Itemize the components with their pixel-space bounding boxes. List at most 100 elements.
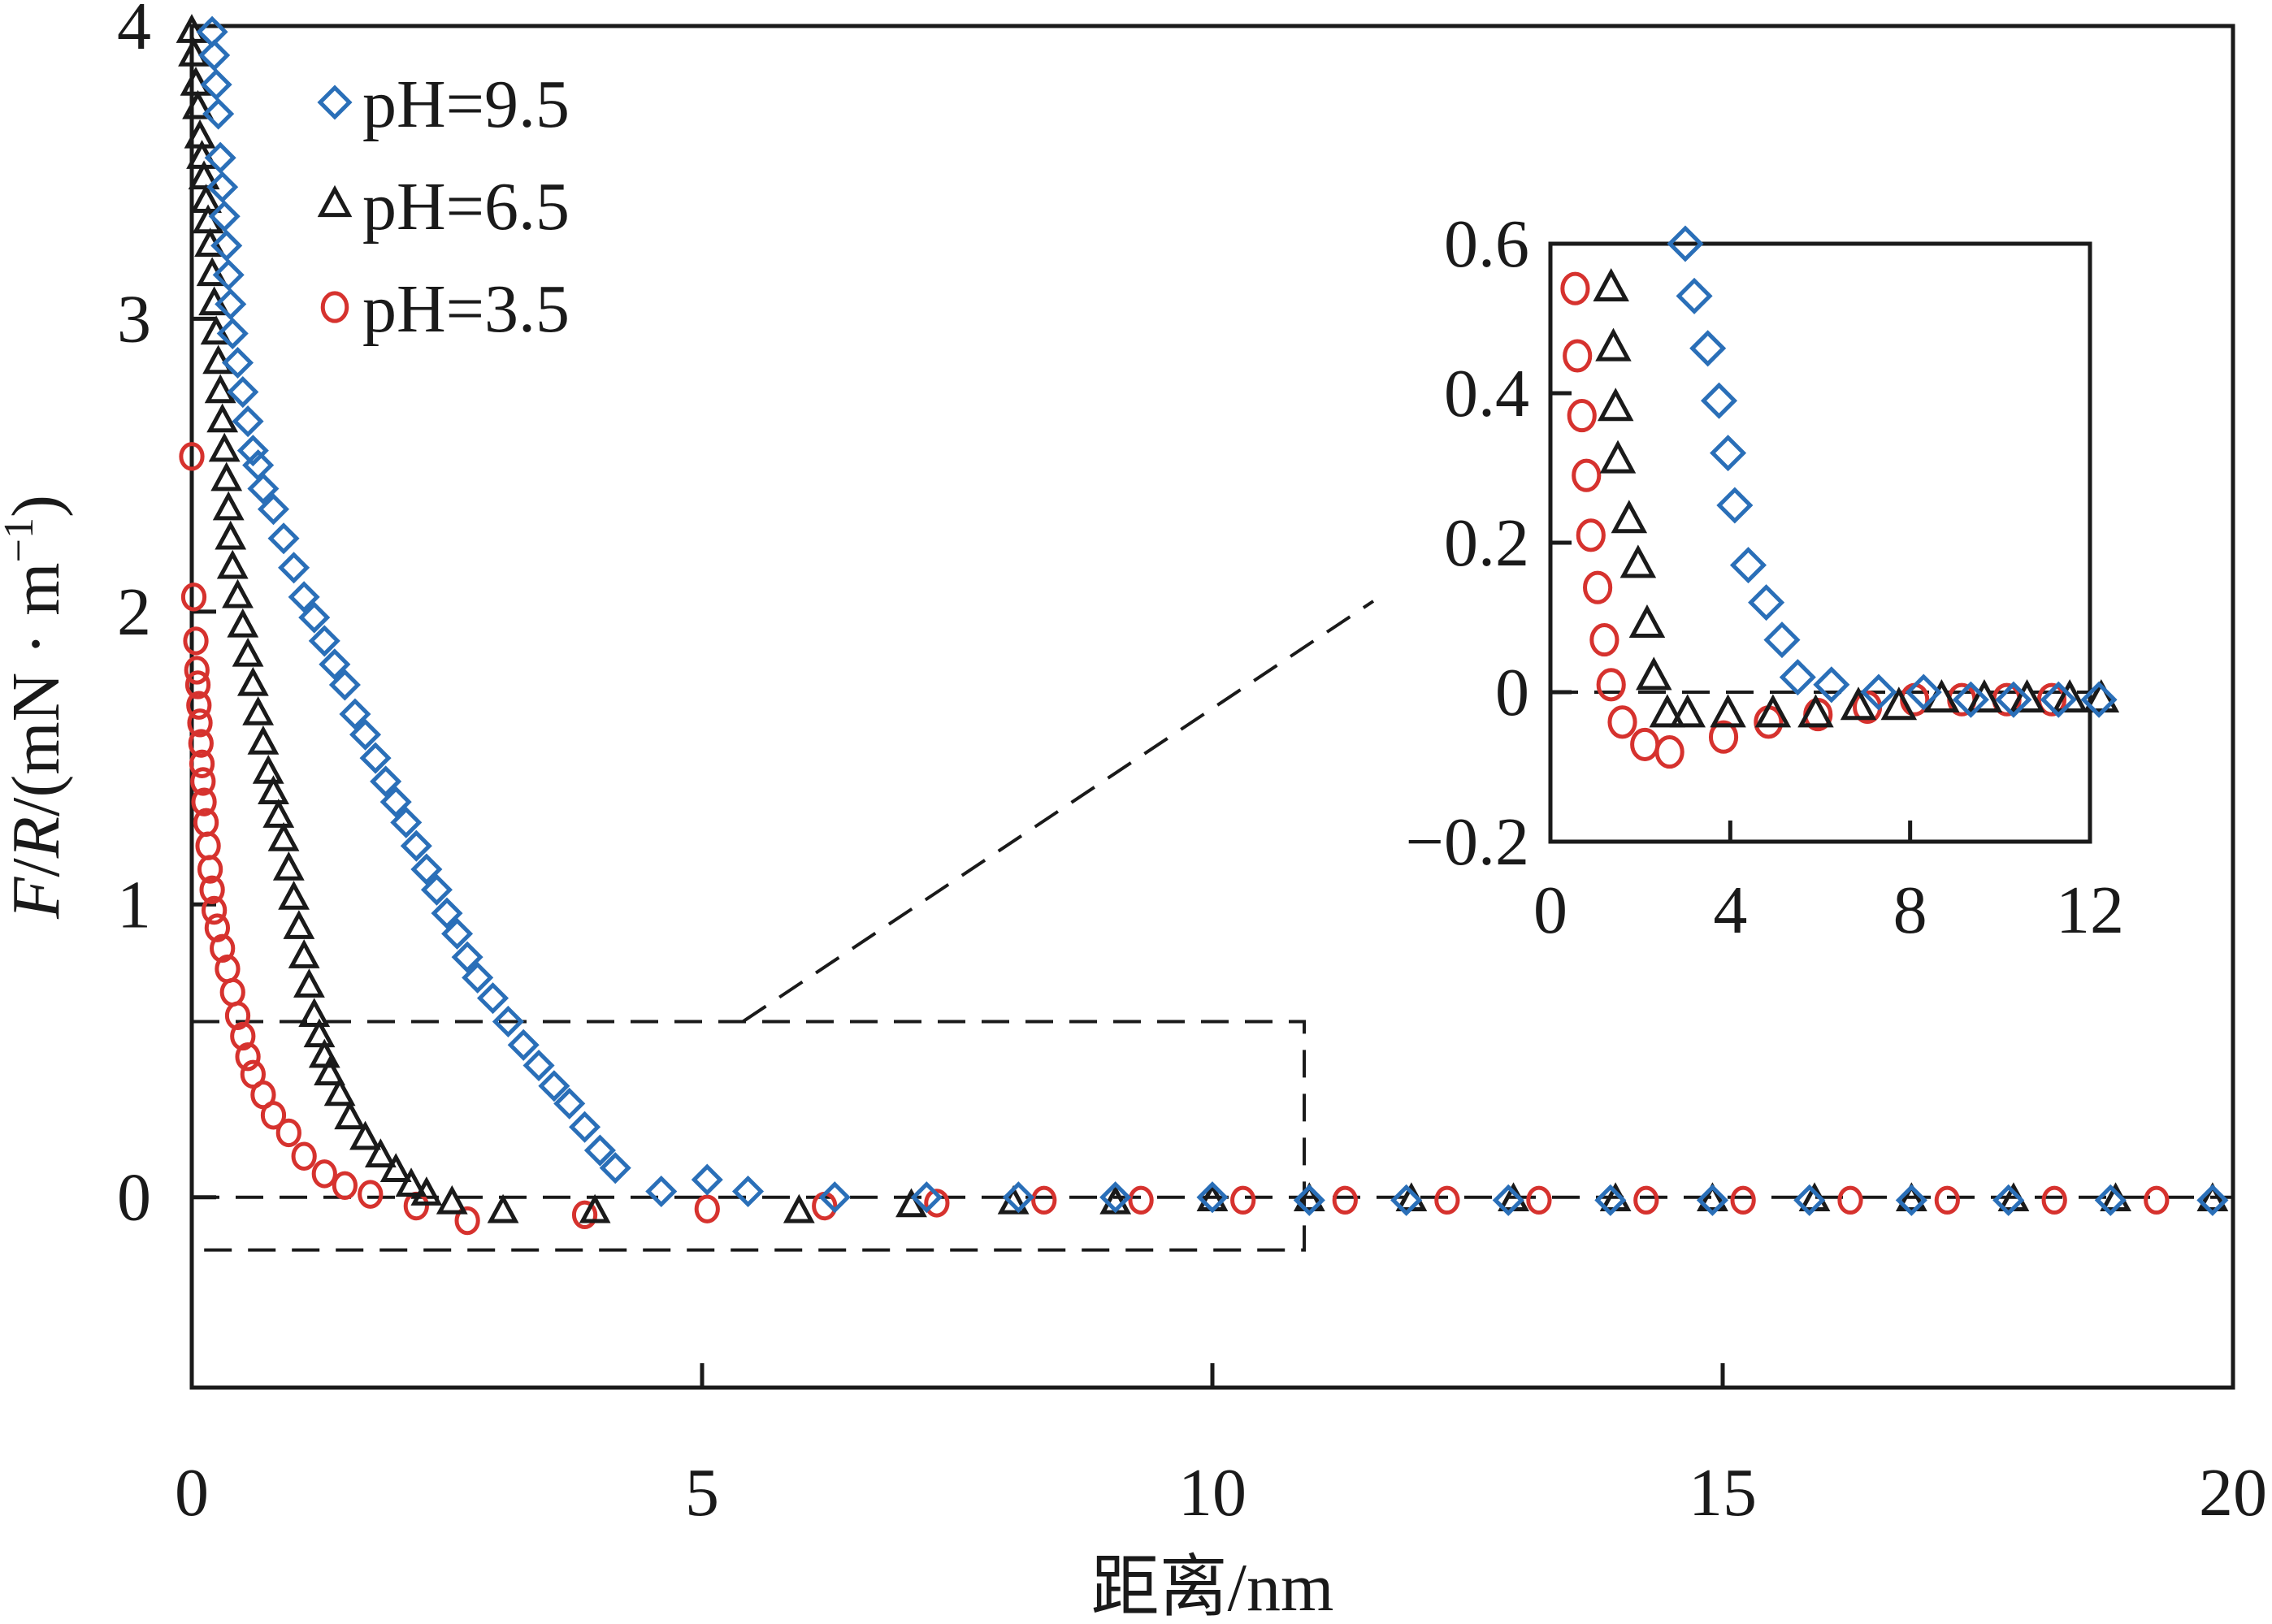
inset-data-point-triangle	[1599, 440, 1637, 474]
y-axis-title-sep: /	[0, 858, 74, 877]
x-tick-label: 5	[685, 1455, 719, 1531]
x-tick-label: 0	[175, 1455, 209, 1531]
data-point-diamond	[204, 141, 236, 174]
data-point-diamond	[339, 698, 371, 730]
data-point-circle	[311, 1159, 337, 1189]
data-point-diamond	[247, 472, 280, 505]
inset-data-point-diamond	[1716, 487, 1754, 524]
data-point-diamond	[538, 1070, 570, 1102]
y-axis-title-unit: /(mN · m	[0, 562, 74, 816]
data-point-circle	[1837, 1185, 1863, 1215]
data-point-diamond	[215, 288, 247, 320]
data-point-circle	[235, 1042, 261, 1072]
data-point-circle	[184, 670, 211, 699]
inset-data-point-triangle	[1597, 388, 1634, 422]
data-point-circle	[224, 1001, 251, 1030]
data-point-diamond	[221, 346, 254, 379]
inset-data-point-triangle	[1611, 500, 1648, 534]
data-point-circle	[332, 1171, 358, 1201]
data-point-triangle	[182, 89, 214, 119]
inset-plot-frame	[1548, 241, 2092, 844]
data-point-triangle	[262, 799, 295, 828]
inset-data-point-diamond	[1729, 547, 1767, 584]
y-tick-label: 0	[117, 1160, 151, 1236]
inset-y-tick-label: 0.4	[1444, 356, 1529, 431]
data-point-circle	[188, 729, 214, 758]
data-point-triangle	[204, 374, 236, 404]
x-axis-title: 距离/nm	[1091, 1550, 1334, 1624]
data-point-triangle	[283, 910, 315, 939]
data-point-triangle	[349, 1120, 381, 1150]
data-point-circle	[1934, 1185, 1960, 1215]
data-point-triangle	[783, 1193, 815, 1223]
legend-marker-triangle	[317, 184, 353, 218]
data-point-diamond	[1196, 1181, 1229, 1214]
inset-data-point-triangle	[2009, 679, 2045, 712]
data-point-circle	[202, 895, 228, 925]
data-point-diamond	[569, 1111, 601, 1143]
data-point-diamond	[451, 941, 483, 973]
data-point-circle	[184, 656, 210, 685]
data-point-circle	[1526, 1185, 1552, 1215]
data-point-circle	[1128, 1185, 1154, 1215]
data-point-circle	[191, 787, 217, 816]
data-point-diamond	[210, 229, 243, 262]
x-tick-label: 15	[1689, 1455, 1757, 1531]
y-tick-label: 4	[117, 0, 151, 64]
data-point-diamond	[212, 258, 245, 291]
data-point-diamond	[522, 1049, 555, 1082]
data-point-triangle	[252, 755, 284, 784]
inset-data-point-diamond	[1905, 673, 1942, 711]
data-point-diamond	[236, 435, 269, 467]
data-point-circle	[204, 913, 231, 942]
inset-data-point-circle	[1560, 271, 1590, 305]
inset-data-point-triangle	[1754, 694, 1792, 728]
data-point-triangle	[436, 1184, 468, 1215]
inset-data-point-diamond	[1995, 681, 2032, 718]
data-point-circle	[260, 1101, 287, 1130]
inset-data-point-circle	[2036, 682, 2067, 717]
legend-label: pH=6.5	[362, 169, 570, 245]
data-point-diamond	[328, 669, 361, 701]
data-point-triangle	[1293, 1182, 1325, 1212]
data-point-triangle	[314, 1056, 345, 1086]
inset-data-points	[1560, 225, 2120, 769]
data-point-circle	[1332, 1185, 1358, 1215]
data-point-diamond	[1390, 1184, 1423, 1216]
y-axis-title-r: R	[0, 816, 74, 859]
data-point-diamond	[410, 853, 443, 886]
data-point-triangle	[212, 491, 245, 521]
inset-data-point-diamond	[1860, 673, 1897, 711]
data-point-diamond	[476, 982, 509, 1015]
data-point-diamond	[319, 648, 351, 681]
x-tick-label: 20	[2199, 1455, 2267, 1531]
data-point-diamond	[208, 200, 241, 232]
data-point-triangle	[227, 608, 259, 638]
data-point-diamond	[349, 718, 382, 751]
inset-data-point-triangle	[1966, 679, 2003, 712]
data-point-circle	[275, 1118, 301, 1148]
inset-data-point-diamond	[1763, 621, 1801, 659]
data-point-diamond	[308, 625, 340, 657]
data-point-circle	[1633, 1185, 1659, 1215]
data-point-circle	[1031, 1185, 1057, 1215]
inset-data-point-diamond	[1813, 666, 1850, 704]
data-point-circle	[571, 1200, 598, 1230]
inset-y-tick-label: −0.2	[1406, 804, 1529, 880]
data-point-diamond	[1594, 1184, 1627, 1216]
inset-data-point-triangle	[1710, 694, 1746, 728]
inset-data-point-circle	[1576, 518, 1606, 552]
inset-data-point-circle	[1567, 399, 1597, 433]
data-point-circle	[694, 1194, 720, 1223]
data-point-triangle	[247, 725, 280, 755]
data-point-diamond	[257, 493, 290, 526]
data-point-diamond	[198, 39, 231, 71]
data-point-diamond	[216, 317, 249, 349]
data-point-diamond	[691, 1163, 723, 1196]
inset-data-point-diamond	[1952, 681, 1989, 718]
data-point-triangle	[236, 666, 269, 696]
data-point-diamond	[359, 742, 392, 774]
data-point-diamond	[288, 581, 320, 613]
inset-data-point-diamond	[1748, 584, 1785, 621]
